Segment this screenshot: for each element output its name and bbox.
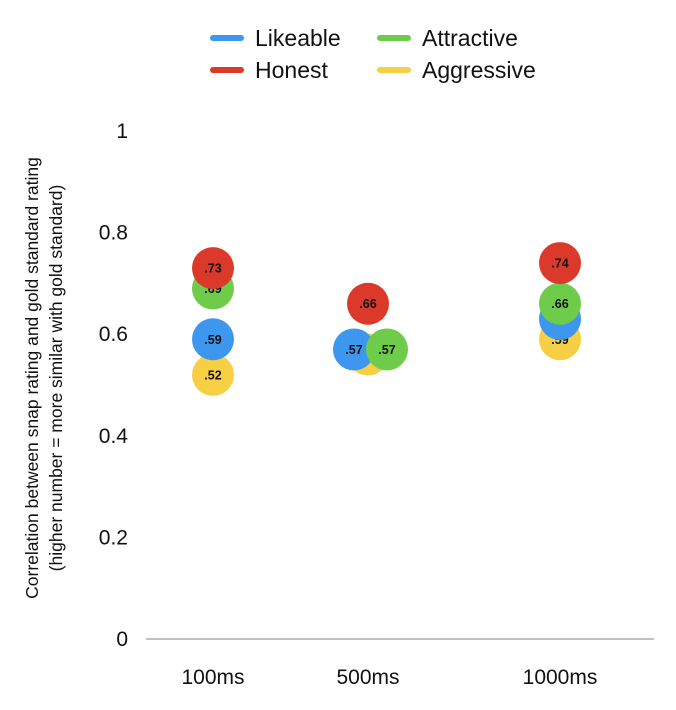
legend-label-likeable: Likeable xyxy=(255,25,341,51)
y-axis-label-line2: (higher number = more similar with gold … xyxy=(46,185,66,572)
marker-aggressive-100ms xyxy=(192,353,234,396)
x-tick-label-100ms: 100ms xyxy=(181,666,244,689)
legend: Likeable Attractive Honest Aggressive xyxy=(210,25,536,83)
data-label-attractive-1000ms: .66 xyxy=(551,297,568,311)
marker-attractive-500ms xyxy=(366,328,408,371)
y-tick-label-0-2: 0.2 xyxy=(99,526,128,549)
marker-honest-100ms xyxy=(192,247,234,290)
y-tick-label-1: 1 xyxy=(116,120,128,143)
point-honest-1000ms: .74 xyxy=(539,242,581,285)
point-likeable-100ms: .59 xyxy=(192,318,234,361)
data-label-attractive-500ms: .57 xyxy=(378,343,395,357)
y-tick-label-0: 0 xyxy=(116,628,128,651)
legend-label-attractive: Attractive xyxy=(422,25,518,51)
data-label-honest-500ms: .66 xyxy=(359,297,376,311)
y-axis: Correlation between snap rating and gold… xyxy=(22,120,128,651)
y-tick-label-0-4: 0.4 xyxy=(99,425,129,448)
data-label-aggressive-100ms: .52 xyxy=(204,368,221,382)
data-label-likeable-500ms: .57 xyxy=(345,343,362,357)
marker-likeable-100ms xyxy=(192,318,234,361)
data-points: .52.56.59.59.57.63.69.57.66.73.66.74 xyxy=(192,242,581,396)
data-label-honest-100ms: .73 xyxy=(204,262,221,276)
x-axis: 100ms 500ms 1000ms xyxy=(181,666,597,689)
data-label-likeable-100ms: .59 xyxy=(204,333,221,347)
legend-label-aggressive: Aggressive xyxy=(422,57,536,83)
legend-entry-attractive: Attractive xyxy=(377,25,518,51)
legend-entry-honest: Honest xyxy=(210,57,328,83)
point-aggressive-100ms: .52 xyxy=(192,353,234,396)
y-tick-label-0-8: 0.8 xyxy=(99,222,128,245)
x-tick-label-1000ms: 1000ms xyxy=(523,666,598,689)
point-attractive-500ms: .57 xyxy=(366,328,408,371)
point-likeable-500ms: .57 xyxy=(333,328,375,371)
x-tick-label-500ms: 500ms xyxy=(336,666,399,689)
marker-honest-500ms xyxy=(347,282,389,325)
legend-label-honest: Honest xyxy=(255,57,328,83)
point-honest-100ms: .73 xyxy=(192,247,234,290)
point-attractive-1000ms: .66 xyxy=(539,282,581,325)
legend-entry-aggressive: Aggressive xyxy=(377,57,536,83)
marker-likeable-500ms xyxy=(333,328,375,371)
y-axis-label-line1: Correlation between snap rating and gold… xyxy=(22,157,42,599)
legend-entry-likeable: Likeable xyxy=(210,25,341,51)
point-honest-500ms: .66 xyxy=(347,282,389,325)
y-tick-label-0-6: 0.6 xyxy=(99,323,128,346)
data-label-honest-1000ms: .74 xyxy=(551,257,568,271)
marker-attractive-1000ms xyxy=(539,282,581,325)
marker-honest-1000ms xyxy=(539,242,581,285)
